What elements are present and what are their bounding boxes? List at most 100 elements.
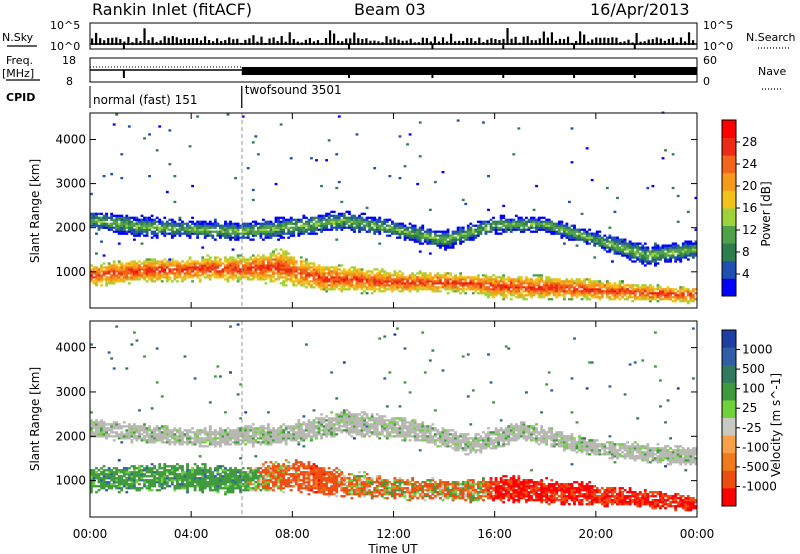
range-time-cell [92,483,96,486]
range-time-cell [158,429,162,432]
range-time-cell [421,286,425,289]
range-time-cell [175,262,179,265]
range-time-cell [659,298,662,301]
range-time-cell [370,288,374,291]
range-time-cell [132,268,136,271]
range-time-cell [550,226,554,229]
range-time-cell [570,292,574,295]
range-time-cell [441,240,445,243]
range-time-cell [211,272,215,275]
range-time-cell [304,260,308,263]
range-time-cell [454,242,458,245]
range-time-cell [454,230,458,233]
range-time-cell [239,268,243,271]
range-time-cell [320,272,323,275]
range-time-cell [585,238,589,241]
range-time-cell [522,228,526,231]
range-time-cell [249,224,253,227]
nsky-sample [663,40,666,45]
range-time-cell [608,288,612,291]
range-time-cell [633,290,637,293]
range-time-cell [686,252,690,255]
range-time-cell [90,483,93,486]
range-time-cell [155,276,159,279]
range-time-cell [188,431,192,434]
range-time-cell [388,276,392,279]
range-time-cell [117,425,121,428]
range-time-cell [97,218,101,221]
range-time-cell [153,262,157,265]
range-time-cell [335,278,339,281]
range-time-cell [122,232,126,235]
range-time-cell [170,437,174,440]
range-time-cell [175,280,179,283]
range-time-cell [426,234,430,237]
range-time-cell [160,439,164,442]
range-time-cell [431,276,435,279]
range-time-cell [575,292,579,295]
range-time-cell [578,294,581,297]
range-time-cell [325,266,329,269]
range-time-cell [403,236,407,239]
range-time-cell [590,238,594,241]
range-time-cell [537,288,541,291]
range-time-cell [598,290,602,293]
range-time-cell [191,232,194,235]
range-time-cell [365,216,369,219]
range-time-cell [322,266,326,269]
range-time-cell [110,427,114,430]
range-time-cell [234,274,237,277]
range-time-cell [282,252,286,255]
range-time-cell [120,280,124,283]
range-time-cell [330,218,334,221]
range-time-cell [421,242,425,245]
range-time-cell [593,242,597,245]
range-time-cell [676,258,680,261]
range-time-cell [224,234,227,237]
range-time-cell [241,222,245,225]
range-time-cell [648,260,652,263]
range-time-cell [418,272,422,275]
range-time-cell [406,236,409,239]
range-time-cell [578,292,581,295]
range-time-cell [310,157,313,160]
range-time-cell [603,290,607,293]
range-time-cell [370,226,374,229]
range-time-cell [661,248,665,251]
range-time-cell [117,260,121,263]
range-time-cell [310,274,313,277]
range-time-cell [618,288,622,291]
range-time-cell [350,278,354,281]
range-time-cell [289,272,293,275]
range-time-cell [555,296,559,299]
range-time-cell [315,274,318,277]
range-time-cell [433,232,437,235]
range-time-cell [163,228,167,231]
range-time-cell [433,236,437,239]
range-time-cell [325,280,329,283]
range-time-cell [95,252,98,255]
range-time-cell [428,280,432,283]
range-time-cell [504,228,508,231]
range-time-cell [691,290,695,293]
range-time-cell [385,220,389,223]
range-time-cell [92,471,96,474]
range-time-cell [269,258,273,261]
range-time-cell [370,284,374,287]
range-time-cell [186,475,189,478]
range-time-cell [95,270,98,273]
range-time-cell [664,260,667,263]
range-time-cell [626,244,630,247]
range-time-cell [542,294,546,297]
range-time-cell [590,284,594,287]
range-time-cell [264,282,268,285]
range-time-cell [471,232,475,235]
range-time-cell [396,232,399,235]
range-time-cell [411,238,415,241]
range-time-cell [494,284,498,287]
nsky-sample [462,40,465,45]
range-time-cell [656,256,660,259]
range-time-cell [451,234,455,237]
range-time-cell [153,465,157,468]
range-time-cell [145,479,149,482]
